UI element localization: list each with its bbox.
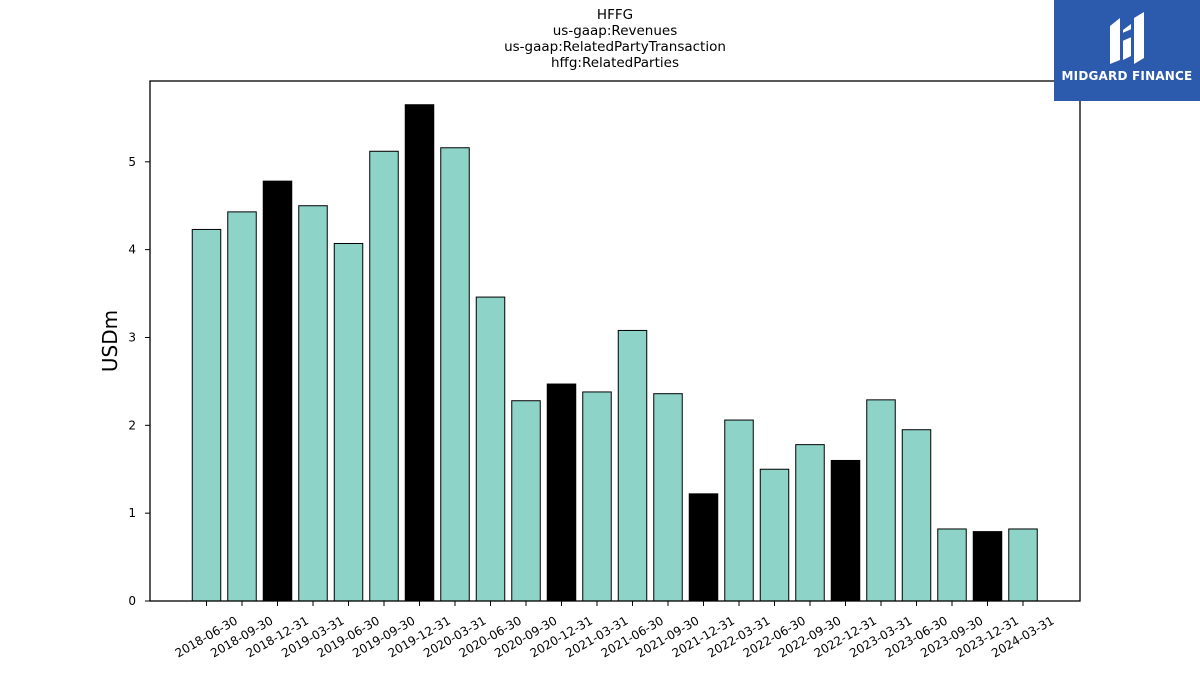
bar-2021-12-31 (688, 493, 719, 602)
bar-2021-06-30 (617, 329, 648, 602)
bar-2022-09-30 (795, 444, 825, 602)
chart-title-line-1: HFFG (596, 7, 634, 23)
y-tick-label: 5 (128, 155, 136, 169)
bar-2023-03-31 (866, 399, 896, 602)
chart-title-line-2: us-gaap:Revenues (552, 23, 678, 39)
bar-2024-03-31 (1008, 528, 1038, 602)
bar-2023-12-31 (972, 531, 1003, 602)
bar-2022-03-31 (724, 419, 754, 602)
bar-2020-06-30 (475, 296, 506, 602)
midgard-finance-logo: MIDGARD FINANCE (1054, 0, 1200, 101)
bar-2019-06-30 (333, 243, 364, 602)
bar-2019-09-30 (369, 150, 399, 602)
bar-2018-12-31 (262, 180, 293, 602)
y-axis-label: USDm (98, 310, 122, 372)
x-axis-ticks: 2018-06-302018-09-302018-12-312019-03-31… (173, 601, 1057, 660)
bar-2020-03-31 (440, 147, 470, 602)
chart-title-line-3: us-gaap:RelatedPartyTransaction (504, 39, 726, 55)
bar-2022-12-31 (830, 459, 861, 602)
y-tick-label: 4 (128, 243, 136, 257)
y-tick-label: 3 (128, 330, 136, 344)
bars-group (191, 104, 1038, 602)
y-tick-label: 1 (128, 506, 136, 520)
bar-2019-03-31 (298, 205, 328, 602)
bar-2023-09-30 (937, 528, 967, 602)
bar-2021-03-31 (582, 391, 612, 602)
midgard-logo-icon (1110, 12, 1144, 64)
bar-2018-09-30 (227, 211, 257, 602)
bar-2022-06-30 (759, 468, 790, 602)
bar-2021-09-30 (653, 393, 683, 602)
bar-2020-09-30 (511, 400, 541, 602)
bar-2019-12-31 (404, 104, 435, 602)
bar-2020-12-31 (546, 383, 577, 602)
bar-2018-06-30 (191, 228, 222, 602)
y-tick-label: 0 (128, 594, 136, 608)
plot-frame (149, 80, 1081, 602)
chart-title-line-4: hffg:RelatedParties (551, 55, 679, 71)
y-tick-label: 2 (128, 418, 136, 432)
y-axis-ticks: 0 1 2 3 4 5 (128, 155, 150, 608)
logo-text: MIDGARD FINANCE (1061, 69, 1193, 83)
bar-2023-06-30 (901, 429, 932, 602)
